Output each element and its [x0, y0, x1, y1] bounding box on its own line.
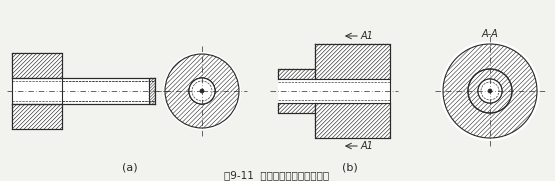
Bar — [12, 78, 157, 104]
Bar — [315, 103, 390, 138]
Bar — [278, 103, 315, 113]
Circle shape — [440, 41, 540, 141]
Circle shape — [163, 52, 241, 130]
Circle shape — [189, 78, 215, 104]
Bar — [12, 104, 62, 129]
Text: (a): (a) — [122, 162, 138, 172]
Bar — [149, 78, 155, 104]
Bar — [12, 53, 62, 78]
Bar — [12, 78, 62, 104]
Text: A-A: A-A — [482, 29, 498, 39]
Text: A1: A1 — [361, 31, 374, 41]
Text: 图9-11  内、外螺纹连接的表示法: 图9-11 内、外螺纹连接的表示法 — [224, 170, 330, 180]
Text: A1: A1 — [361, 141, 374, 151]
Text: (b): (b) — [342, 163, 358, 173]
Bar — [278, 69, 315, 79]
Bar — [278, 79, 390, 103]
Circle shape — [478, 79, 502, 103]
Bar — [315, 44, 390, 79]
Circle shape — [189, 78, 215, 104]
Circle shape — [200, 89, 204, 93]
Circle shape — [488, 89, 492, 93]
